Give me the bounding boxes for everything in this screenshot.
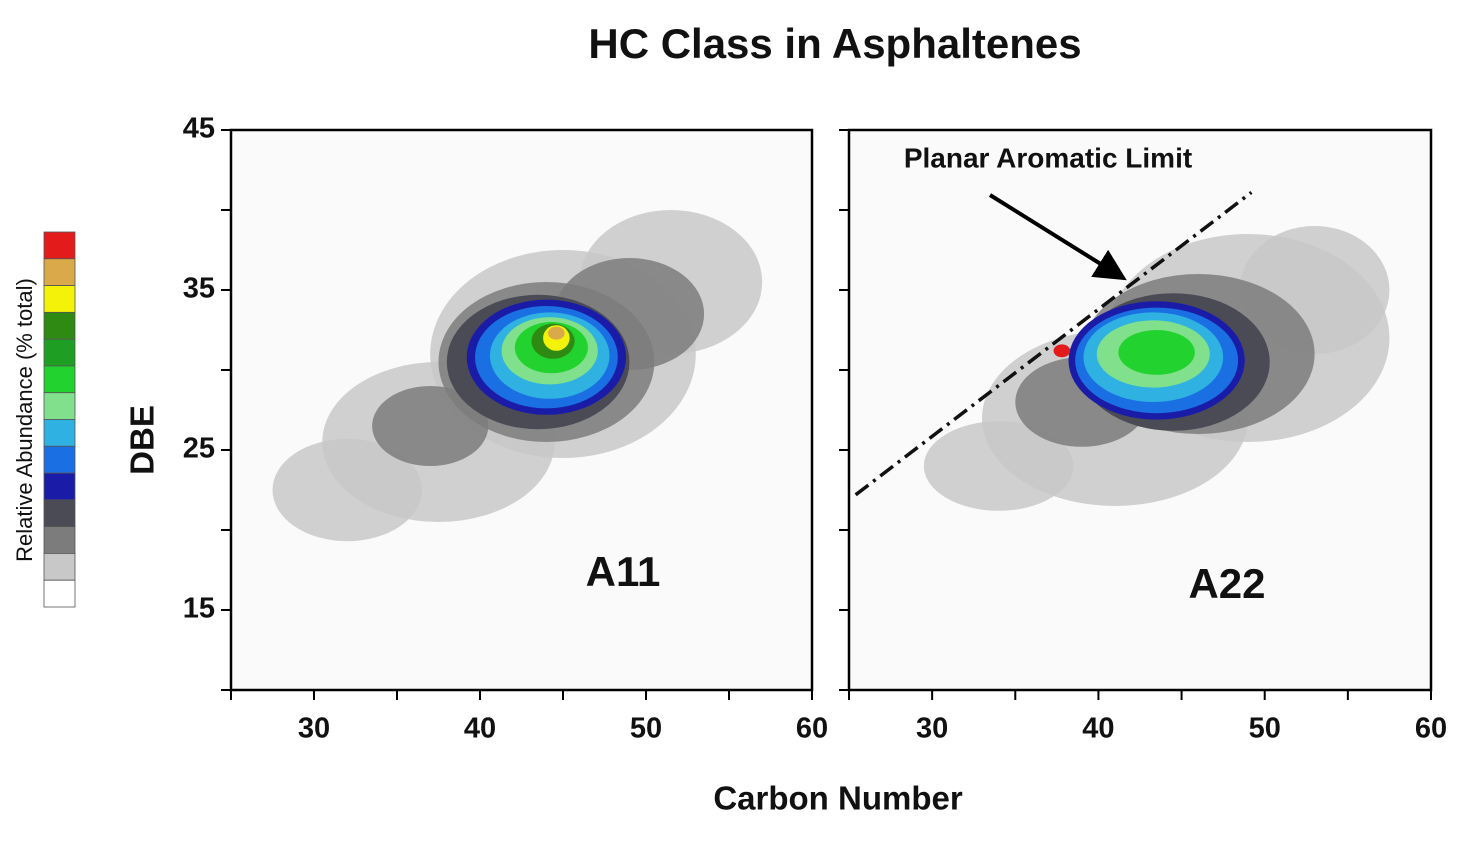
colorbar-swatch [43, 445, 76, 474]
limit-label: Planar Aromatic Limit [904, 142, 1192, 173]
colorbar-swatch [43, 231, 76, 260]
panel: 30 40 50 60 A22 Planar Aromatic Limit [839, 128, 1447, 745]
plot-frame [847, 128, 1433, 692]
colorbar-swatch [43, 338, 76, 367]
x-tick-label: 40 [464, 713, 496, 745]
colorbar-swatch [43, 472, 76, 501]
colorbar-swatch [43, 365, 76, 394]
abundance-region [1118, 330, 1195, 375]
x-tick-label: 60 [1415, 713, 1447, 745]
x-tick-label: 40 [1082, 713, 1114, 745]
abundance-region [548, 326, 565, 340]
y-tick-label: 25 [183, 433, 215, 465]
limit-arrow [988, 193, 1127, 281]
colorbar-swatch [43, 499, 76, 528]
y-tick-label: 45 [183, 113, 215, 145]
colorbar-swatch [43, 579, 76, 608]
colorbar-swatch [43, 311, 76, 340]
x-tick-label: 30 [916, 713, 948, 745]
plots: 30 40 50 60 15 25 35 45 A11 30 40 50 60 A22 Planar Aro… [183, 113, 1447, 745]
colorbar-swatch [43, 553, 76, 581]
panel-annotation: A11 [586, 548, 661, 595]
panel-annotation: A22 [1188, 560, 1265, 607]
colorbar-swatch [43, 285, 76, 313]
colorbar [43, 231, 76, 608]
x-axis-label: Carbon Number [713, 780, 963, 817]
colorbar-swatch [43, 419, 76, 447]
x-tick-label: 50 [1249, 713, 1281, 745]
colorbar-swatch [43, 258, 76, 286]
y-tick-label: 35 [183, 273, 215, 305]
plot-frame [229, 128, 814, 692]
x-tick-label: 60 [796, 713, 828, 745]
colorbar-swatch [43, 526, 76, 554]
x-tick-label: 30 [298, 713, 330, 745]
y-axis-label: DBE [124, 405, 161, 475]
panel: 30 40 50 60 15 25 35 45 A11 [183, 113, 828, 745]
x-tick-label: 50 [630, 713, 662, 745]
colorbar-label: Relative Abundance (% total) [12, 278, 37, 562]
abundance-region [1053, 344, 1071, 358]
chart-title: HC Class in Asphaltenes [588, 20, 1081, 67]
y-tick-label: 15 [183, 593, 215, 625]
limit-line [854, 191, 1253, 497]
colorbar-swatch [43, 392, 76, 420]
